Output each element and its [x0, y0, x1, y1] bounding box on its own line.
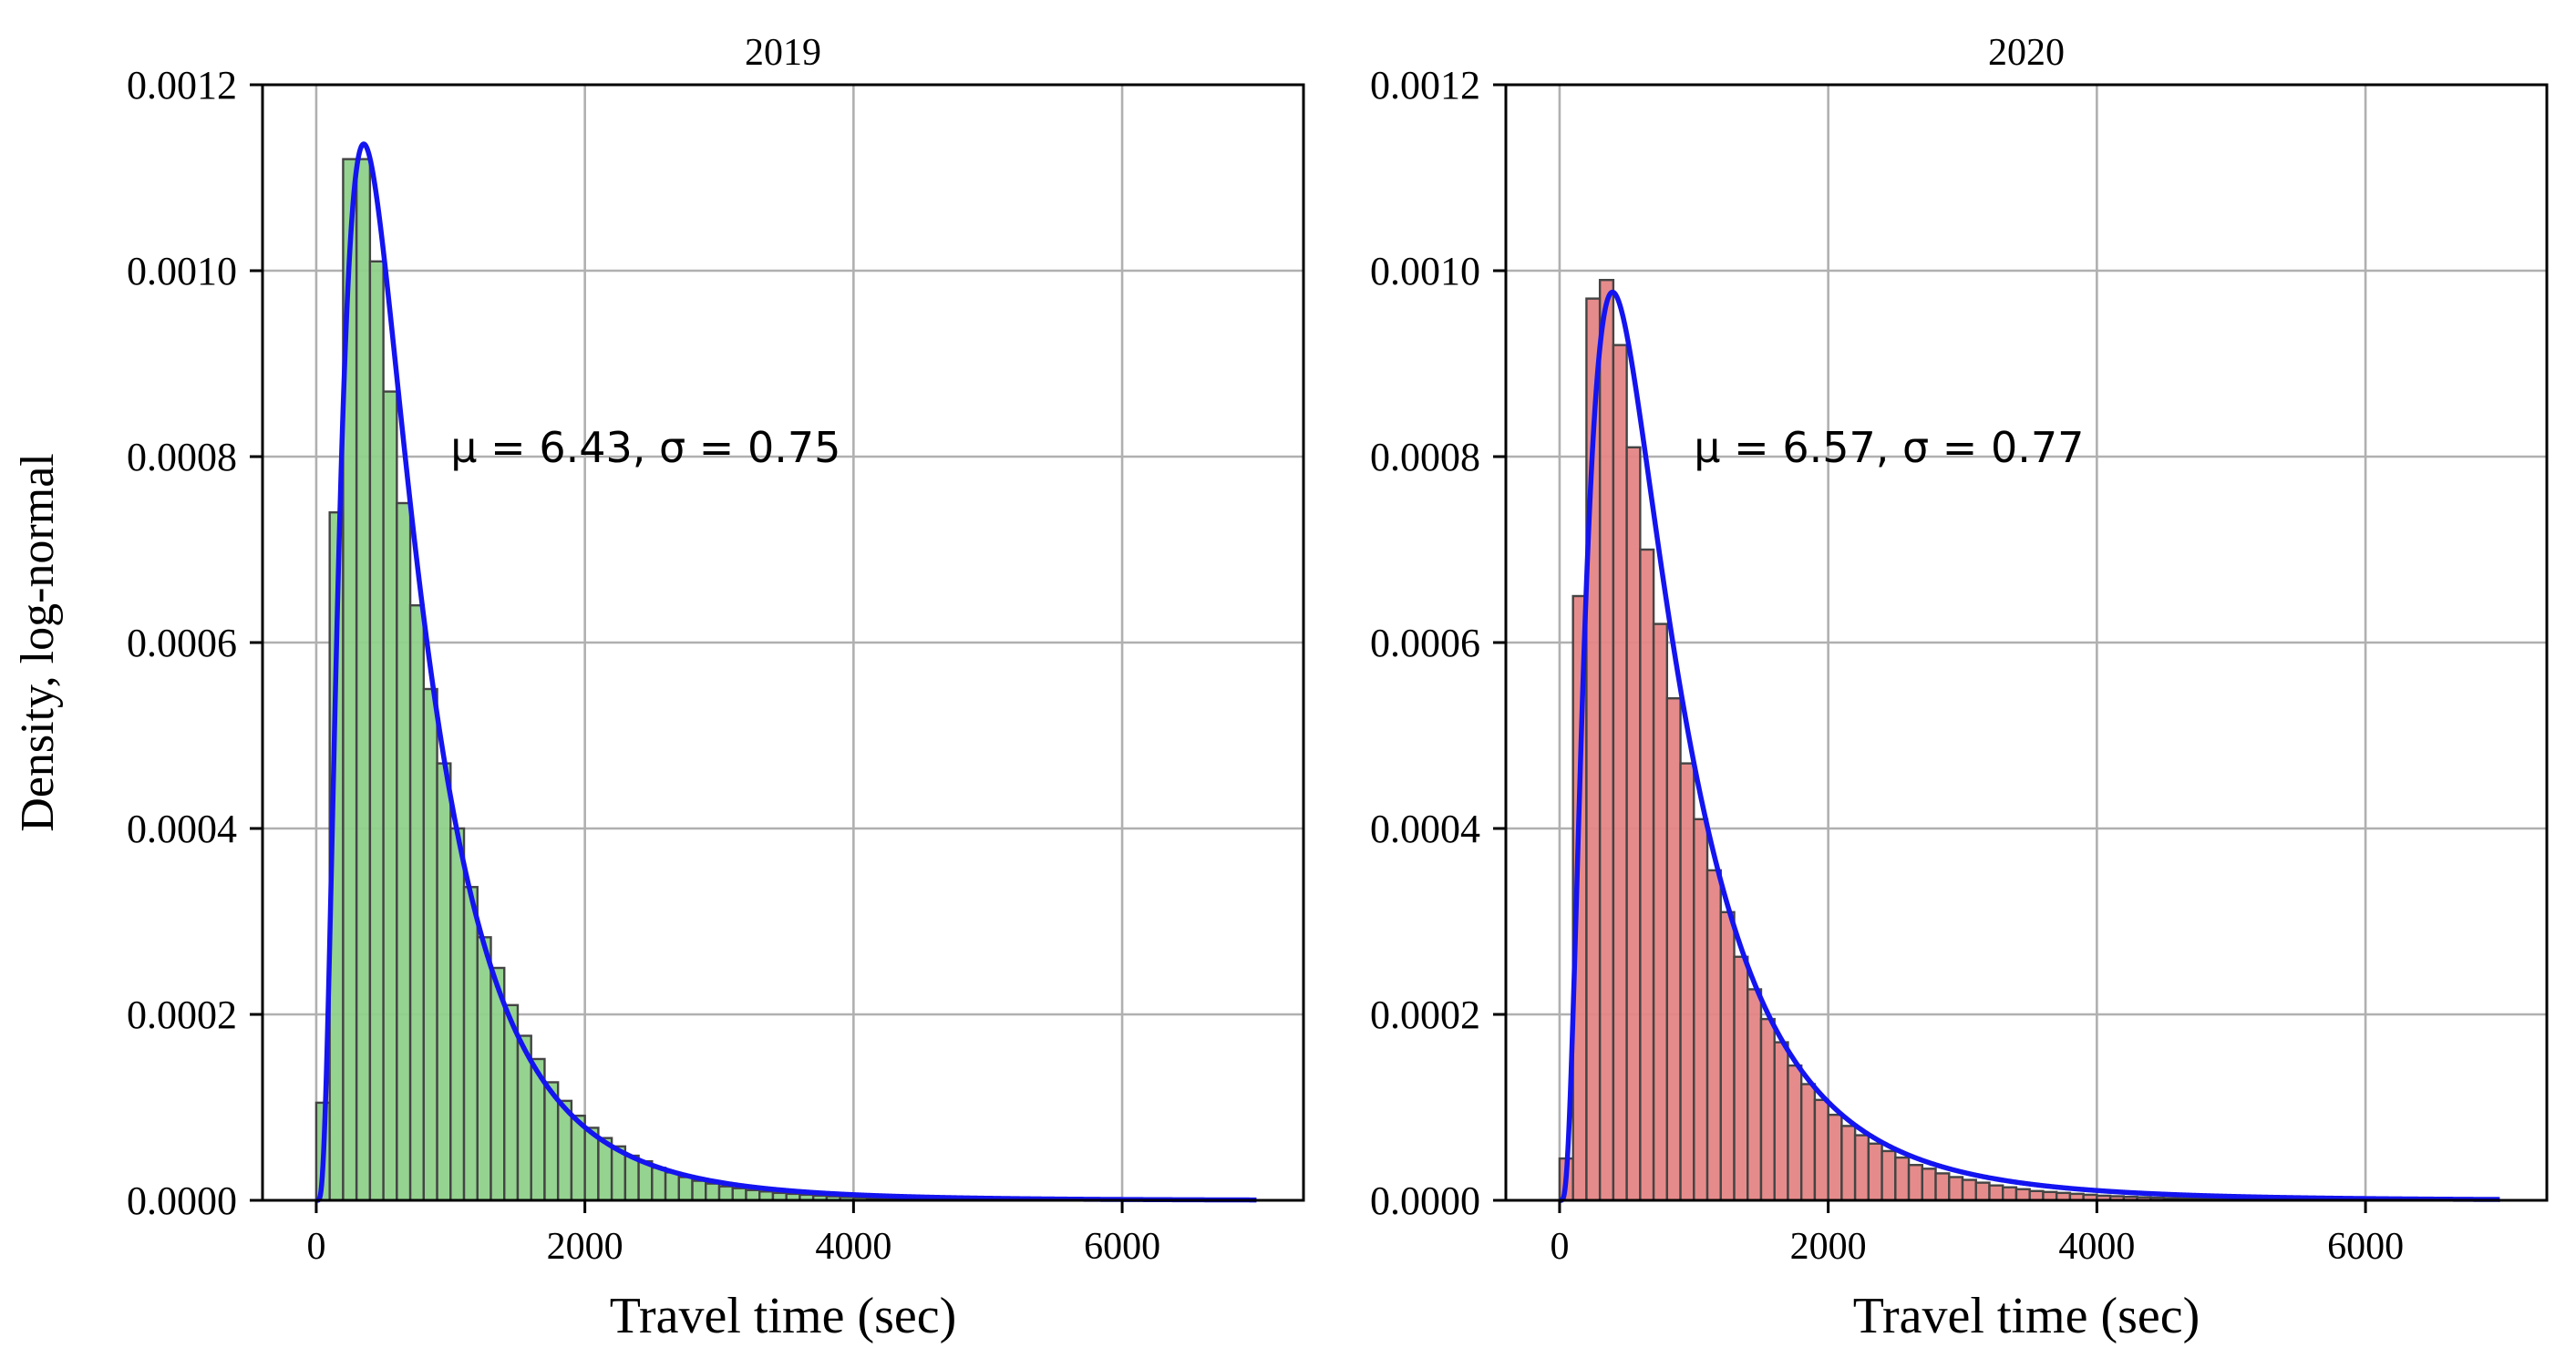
- histogram-bar: [1747, 988, 1763, 1202]
- histogram-bar: [1813, 1098, 1829, 1202]
- histogram-bar: [1827, 1113, 1843, 1202]
- histogram-bar: [1719, 910, 1736, 1202]
- x-tick-label: 4000: [815, 1226, 891, 1268]
- fit-parameter-annotation: μ = 6.43, σ = 0.75: [450, 423, 840, 472]
- x-tick-label: 4000: [2058, 1226, 2135, 1268]
- histogram-bar: [1907, 1164, 1923, 1202]
- y-tick-label: 0.0006: [1370, 621, 1480, 665]
- histogram-bar: [1652, 622, 1669, 1202]
- histogram-bar: [717, 1185, 734, 1202]
- histogram-bar: [1787, 1064, 1803, 1202]
- histogram-bar: [1880, 1149, 1897, 1202]
- y-tick-label: 0.0000: [127, 1178, 237, 1223]
- x-tick-label: 2000: [547, 1226, 623, 1268]
- x-tick-label: 2000: [1790, 1226, 1867, 1268]
- chart-title: 2019: [745, 32, 821, 74]
- histogram-bar: [1961, 1178, 1977, 1202]
- histogram-bar: [1799, 1083, 1817, 1202]
- histogram-bar: [1598, 279, 1615, 1202]
- y-tick-label: 0.0000: [1370, 1178, 1480, 1223]
- histogram-bar: [745, 1188, 761, 1202]
- histogram-bar: [1894, 1156, 1911, 1202]
- histogram-bar: [1934, 1172, 1951, 1202]
- x-tick-label: 6000: [2327, 1226, 2404, 1268]
- histogram-bar: [1921, 1168, 1937, 1202]
- y-tick-label: 0.0010: [127, 249, 237, 293]
- y-tick-label: 0.0010: [1370, 249, 1480, 293]
- histogram-bar: [623, 1154, 640, 1202]
- histogram-bar: [2014, 1188, 2031, 1202]
- x-tick-label: 0: [1550, 1226, 1569, 1268]
- histogram-bar: [691, 1179, 707, 1202]
- histogram-bar: [651, 1167, 667, 1202]
- y-tick-label: 0.0004: [1370, 807, 1480, 851]
- histogram-bar: [1665, 697, 1682, 1202]
- histogram-bar: [1974, 1181, 1991, 1202]
- chart-panel-2020: 0 2000 4000 6000 0.0000 0.0002 0.0004 0.0006 0.0…: [1370, 32, 2549, 1344]
- x-axis-label: Travel time (sec): [610, 1288, 957, 1344]
- histogram-bar: [1733, 955, 1749, 1202]
- y-tick-label: 0.0002: [127, 993, 237, 1037]
- histogram-bar: [476, 936, 492, 1202]
- histogram-bar: [462, 886, 479, 1202]
- histogram-bar: [1612, 344, 1628, 1202]
- histogram-bar: [355, 158, 372, 1202]
- histogram-bar: [449, 827, 466, 1202]
- y-tick-label: 0.0008: [1370, 435, 1480, 479]
- histogram-bar: [1625, 446, 1642, 1202]
- histogram-bar: [1693, 818, 1709, 1202]
- histogram-bar: [1867, 1142, 1883, 1202]
- fit-parameter-annotation: μ = 6.57, σ = 0.77: [1694, 423, 2084, 472]
- histogram-bar: [1759, 1017, 1776, 1202]
- histogram-bar: [396, 501, 412, 1202]
- histogram-bar: [1679, 762, 1695, 1202]
- y-tick-label: 0.0004: [127, 807, 237, 851]
- histogram-bar: [705, 1182, 721, 1202]
- histogram-bar: [436, 762, 452, 1202]
- histogram-bar: [731, 1187, 747, 1202]
- histogram-bar: [1840, 1125, 1857, 1202]
- y-tick-label: 0.0008: [127, 435, 237, 479]
- histogram-bar: [637, 1159, 654, 1202]
- histogram-bar: [1988, 1184, 2004, 1202]
- y-axis-label: Density, log-normal: [12, 453, 64, 831]
- y-tick-label: 0.0012: [1370, 63, 1480, 108]
- x-tick-label: 0: [306, 1226, 325, 1268]
- histogram-bar: [368, 260, 385, 1202]
- histogram-bar: [422, 687, 438, 1202]
- histogram-bar: [1705, 869, 1722, 1202]
- histogram-bar: [1773, 1041, 1789, 1202]
- chart-panel-2019: 0 2000 4000 6000 0.0000 0.0002 0.0004 0.0006 0.0…: [127, 32, 1305, 1344]
- y-tick-label: 0.0006: [127, 621, 237, 665]
- y-tick-label: 0.0002: [1370, 993, 1480, 1037]
- x-axis-label: Travel time (sec): [1853, 1288, 2200, 1344]
- histogram-bar: [1948, 1176, 1964, 1202]
- histogram-bar: [382, 390, 398, 1202]
- histogram-bar: [2002, 1186, 2018, 1202]
- histogram-bar: [408, 604, 426, 1202]
- histogram-bar: [664, 1171, 680, 1202]
- chart-title: 2020: [1988, 32, 2065, 74]
- y-tick-label: 0.0012: [127, 63, 237, 108]
- lognormal-fit-curve: [1557, 289, 2502, 1203]
- histogram-bar: [1853, 1134, 1870, 1202]
- histogram-bar: [1639, 548, 1655, 1202]
- histogram-bar: [677, 1176, 694, 1202]
- histogram-bar: [2028, 1189, 2045, 1202]
- x-tick-label: 6000: [1084, 1226, 1160, 1268]
